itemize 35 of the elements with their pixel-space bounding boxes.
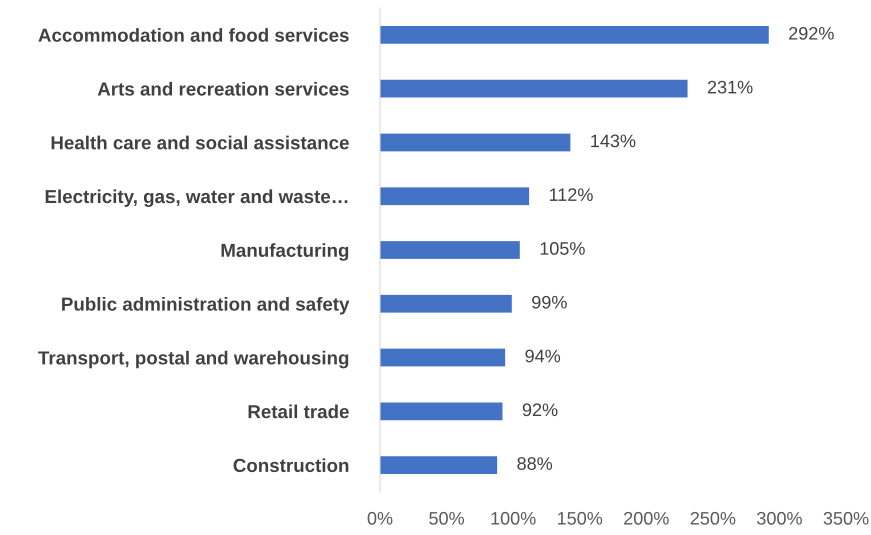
bar bbox=[380, 80, 688, 98]
data-label: 143% bbox=[591, 134, 636, 148]
data-label: 112% bbox=[550, 188, 593, 201]
y-tick-label: Public administration and safety bbox=[62, 296, 350, 314]
x-tick-label: 300% bbox=[757, 512, 802, 525]
bar bbox=[380, 241, 520, 259]
bar bbox=[380, 294, 512, 313]
data-label: 88% bbox=[517, 457, 552, 470]
y-tick-label: Transport, postal and warehousing bbox=[38, 350, 348, 368]
data-label: 105% bbox=[540, 242, 585, 255]
x-tick-label: 150% bbox=[558, 512, 602, 525]
data-label: 94% bbox=[525, 350, 560, 362]
data-label: 92% bbox=[522, 403, 558, 416]
x-tick-label: 50% bbox=[429, 512, 464, 525]
x-tick-label: 350% bbox=[824, 512, 868, 525]
bar bbox=[380, 134, 570, 152]
x-tick-label: 0% bbox=[368, 512, 392, 525]
x-tick-label: 250% bbox=[690, 512, 736, 525]
y-tick-label: Retail trade bbox=[248, 404, 349, 418]
bar bbox=[380, 402, 502, 420]
y-tick-label: Health care and social assistance bbox=[52, 136, 349, 150]
data-label: 292% bbox=[789, 26, 834, 40]
y-tick-label: Construction bbox=[234, 458, 348, 472]
y-tick-label: Manufacturing bbox=[222, 243, 348, 261]
y-tick-label: Arts and recreation services bbox=[98, 82, 349, 96]
x-tick-label: 100% bbox=[491, 512, 536, 525]
data-label: 99% bbox=[532, 296, 567, 309]
y-tick-label: Accommodation and food services bbox=[38, 28, 349, 42]
bar bbox=[380, 348, 506, 366]
bar bbox=[380, 456, 498, 474]
data-label: 231% bbox=[708, 80, 753, 94]
y-tick-label: Electricity, gas, water and waste… bbox=[46, 189, 348, 207]
bar bbox=[380, 187, 530, 206]
bar bbox=[380, 26, 769, 44]
x-tick-label: 200% bbox=[624, 512, 669, 525]
